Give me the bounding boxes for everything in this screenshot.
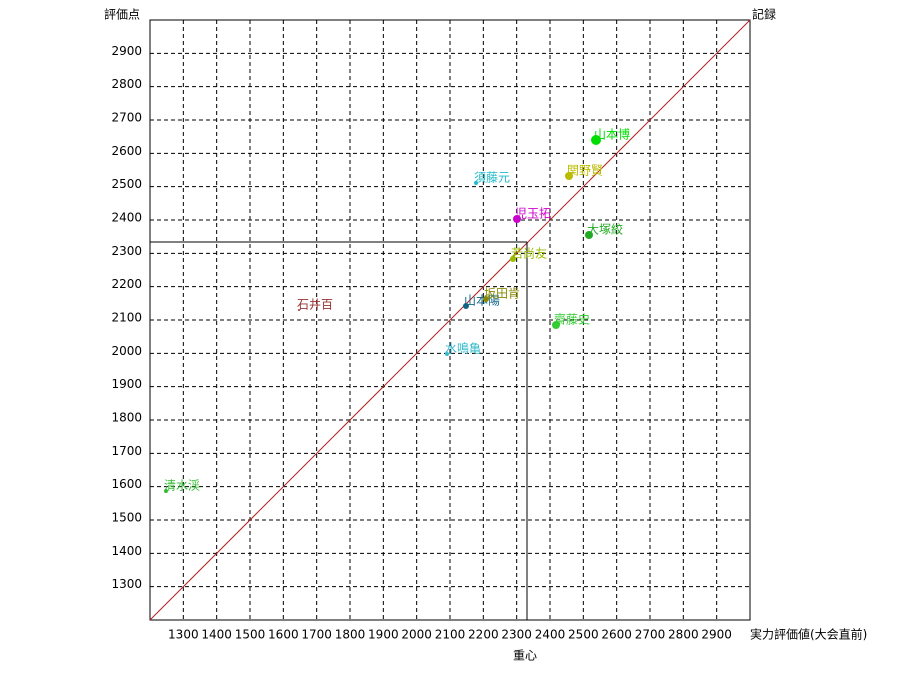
x-axis-label: 実力評価値(大会直前) [750, 627, 867, 642]
y-tick-label: 1400 [111, 544, 142, 558]
y-tick-label: 2300 [111, 244, 142, 258]
y-tick-label: 1300 [111, 577, 142, 591]
y-tick-label: 1500 [111, 511, 142, 525]
x-tick-label: 2200 [468, 628, 499, 642]
x-tick-label: 2000 [401, 628, 432, 642]
y-tick-label: 2600 [111, 144, 142, 158]
point [510, 256, 516, 262]
point-label: 児玉拓 [515, 207, 551, 221]
center-label: 重心 [513, 649, 537, 663]
x-tick-label: 1400 [201, 628, 232, 642]
x-tick-label: 2100 [435, 628, 466, 642]
point-label: 山本博 [594, 127, 630, 142]
point-label: 大塚絞 [587, 222, 623, 237]
x-tick-label: 2900 [701, 628, 732, 642]
point [463, 303, 469, 309]
point-label: 坂田肯 [484, 287, 520, 301]
diagonal-line [149, 19, 751, 621]
point-label: 須藤元 [474, 171, 510, 185]
point [591, 135, 601, 145]
y-tick-label: 2000 [111, 344, 142, 358]
y-tick-label: 2700 [111, 111, 142, 125]
x-tick-label: 2800 [668, 628, 699, 642]
point [513, 215, 521, 223]
point [483, 296, 489, 302]
y-tick-label: 2500 [111, 177, 142, 191]
y-tick-label: 2100 [111, 311, 142, 325]
y-tick-label: 1700 [111, 444, 142, 458]
x-tick-label: 1500 [235, 628, 266, 642]
point-label: 関野賢 [567, 164, 603, 178]
point-label: 清水渓 [164, 479, 200, 493]
point-label: 水鳴亀 [445, 342, 481, 356]
x-tick-label: 1800 [335, 628, 366, 642]
x-tick-label: 2700 [635, 628, 666, 642]
point-label: 若尚友 [511, 247, 547, 261]
point [565, 172, 573, 180]
y-tick-label: 1900 [111, 377, 142, 391]
x-tick-label: 1600 [268, 628, 299, 642]
point [445, 352, 449, 356]
x-tick-label: 2600 [601, 628, 632, 642]
point [298, 309, 300, 311]
x-tick-label: 2400 [535, 628, 566, 642]
x-tick-label: 1700 [301, 628, 332, 642]
y-tick-label: 2200 [111, 277, 142, 291]
diagonal-label: 記録 [752, 7, 776, 22]
point [552, 321, 560, 329]
x-tick-label: 2300 [501, 628, 532, 642]
point-label: 齋藤史 [554, 312, 590, 327]
point-label: 石井百 [297, 298, 333, 312]
point [474, 181, 478, 185]
y-tick-label: 2400 [111, 211, 142, 225]
y-tick-label: 1600 [111, 477, 142, 491]
y-tick-label: 2800 [111, 77, 142, 91]
y-tick-label: 2900 [111, 44, 142, 58]
x-tick-label: 1900 [368, 628, 399, 642]
x-tick-label: 2500 [568, 628, 599, 642]
x-tick-label: 1300 [168, 628, 199, 642]
point-label: 山本陽 [464, 294, 500, 308]
point [164, 489, 168, 493]
y-axis-label: 評価点 [104, 7, 140, 22]
y-tick-label: 1800 [111, 411, 142, 425]
point [585, 231, 593, 239]
